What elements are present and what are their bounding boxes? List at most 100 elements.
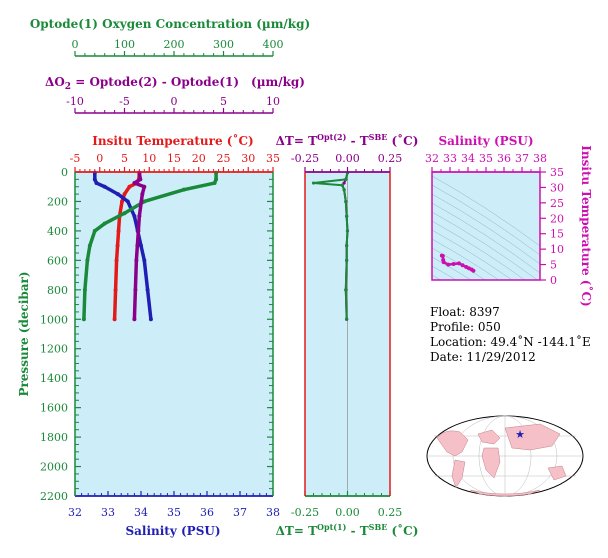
delta-t-series bbox=[311, 171, 350, 321]
point-salinity_bottom bbox=[115, 192, 120, 197]
ts-salinity-tick-label: 38 bbox=[533, 152, 547, 165]
temperature-tick-label: 20 bbox=[192, 152, 206, 165]
ts-panel: Salinity (PSU) Insitu Temperature (˚C) 3… bbox=[425, 134, 594, 307]
point-dt_top bbox=[342, 181, 346, 185]
salinity-tick-label: 32 bbox=[68, 506, 82, 519]
delta-o2-tick-label: -10 bbox=[66, 95, 84, 108]
ts-salinity-label: Salinity (PSU) bbox=[438, 134, 533, 148]
point-delta_o2 bbox=[134, 258, 139, 263]
point-dt_bottom bbox=[344, 177, 348, 181]
temperature-tick-label: 15 bbox=[167, 152, 181, 165]
point-delta_o2 bbox=[136, 228, 141, 233]
point-temperature bbox=[127, 184, 132, 189]
temperature-tick-label: 0 bbox=[96, 152, 103, 165]
info-float: Float: 8397 bbox=[430, 305, 500, 319]
pressure-tick-label: 1800 bbox=[40, 431, 68, 444]
point-delta_o2 bbox=[139, 199, 144, 204]
ts-salinity-tick-label: 34 bbox=[461, 152, 475, 165]
oxygen-axis-label: Optode(1) Oxygen Concentration (µm/kg) bbox=[30, 17, 310, 31]
point-salinity_bottom bbox=[145, 287, 150, 292]
salinity-axis-label: Salinity (PSU) bbox=[125, 524, 220, 538]
point-temperature bbox=[115, 243, 120, 248]
map-land-asia bbox=[504, 423, 561, 451]
point-ts bbox=[446, 262, 451, 267]
dt-top-tick-label: -0.25 bbox=[291, 152, 319, 165]
delta-o2-tick-label: 10 bbox=[266, 95, 280, 108]
ts-panel-bg bbox=[432, 172, 540, 280]
float-location-marker: ★ bbox=[515, 428, 525, 441]
salinity-tick-label: 37 bbox=[233, 506, 247, 519]
pressure-tick-label: 0 bbox=[61, 166, 68, 179]
point-temperature bbox=[112, 317, 117, 322]
pressure-tick-label: 400 bbox=[47, 225, 68, 238]
ts-temperature-tick-label: 20 bbox=[550, 212, 564, 225]
point-delta_o2 bbox=[132, 181, 137, 186]
dt-bot-pre: ΔT= T bbox=[276, 524, 317, 538]
ts-salinity-tick-label: 37 bbox=[515, 152, 529, 165]
oxygen-tick-label: 300 bbox=[213, 38, 234, 51]
delta-o2-axis: ΔO2 = Optode(2) - Optode(1) (µm/kg) -10 -5… bbox=[45, 75, 305, 114]
oxygen-axis: Optode(1) Oxygen Concentration (µm/kg) 0… bbox=[30, 17, 310, 57]
temperature-tick-label: 25 bbox=[217, 152, 231, 165]
ts-salinity-tick-label: 32 bbox=[425, 152, 439, 165]
point-dt_bottom bbox=[345, 229, 350, 233]
point-ts bbox=[471, 268, 476, 273]
point-delta_o2 bbox=[132, 317, 137, 322]
dt-top-post: (˚C) bbox=[387, 133, 418, 148]
ts-density-contours bbox=[432, 175, 540, 280]
point-ts bbox=[457, 261, 461, 266]
map-land-europe bbox=[477, 429, 501, 445]
point-ts bbox=[441, 260, 446, 265]
dt-bottom-tick-label: 0.00 bbox=[335, 506, 360, 519]
point-delta_o2 bbox=[135, 243, 140, 248]
info-profile: Profile: 050 bbox=[430, 320, 501, 334]
point-salinity_bottom bbox=[102, 184, 107, 189]
point-delta_o2 bbox=[140, 192, 145, 197]
delta-o2-tick-label: 5 bbox=[220, 95, 227, 108]
dt-bot-post: (˚C) bbox=[387, 523, 418, 538]
point-oxygen bbox=[212, 181, 217, 186]
map-land-australia bbox=[547, 465, 567, 481]
delta-t-top-label: ΔT= TOpt(2) - TSBE (˚C) bbox=[276, 132, 419, 148]
point-ts bbox=[451, 261, 456, 266]
point-salinity_bottom bbox=[92, 177, 97, 182]
ts-temperature-tick-label: 10 bbox=[550, 243, 564, 256]
profile-series bbox=[81, 170, 219, 322]
temperature-tick-label: 30 bbox=[241, 152, 255, 165]
salinity-tick-label: 34 bbox=[134, 506, 148, 519]
delta-o2-axis-label: ΔO2 = Optode(2) - Optode(1) (µm/kg) bbox=[45, 75, 305, 92]
point-delta_o2 bbox=[138, 177, 143, 182]
salinity-tick-label: 33 bbox=[101, 506, 115, 519]
point-dt_bottom bbox=[311, 181, 316, 185]
point-temperature bbox=[120, 199, 125, 204]
temperature-tick-label: 5 bbox=[121, 152, 128, 165]
temperature-axis-ticks: -5 0 5 10 15 20 25 30 35 bbox=[70, 152, 280, 173]
point-oxygen bbox=[122, 211, 127, 216]
point-salinity_bottom bbox=[139, 243, 143, 248]
temperature-axis-label: Insitu Temperature (˚C) bbox=[92, 133, 253, 148]
map-land-antarctica bbox=[469, 489, 541, 497]
point-oxygen bbox=[85, 258, 90, 263]
ts-temperature-tick-label: 15 bbox=[550, 228, 564, 241]
delta-o2-label-prefix: ΔO bbox=[45, 75, 65, 89]
pressure-tick-label: 1000 bbox=[40, 313, 68, 326]
oxygen-tick-label: 100 bbox=[114, 38, 135, 51]
profile-panel-bg bbox=[75, 172, 273, 496]
ts-temperature-tick-label: 35 bbox=[550, 166, 564, 179]
oxygen-tick-label: 200 bbox=[164, 38, 185, 51]
delta-o2-label-rest: = Optode(2) - Optode(1) bbox=[71, 75, 239, 89]
info-block: Float: 8397 Profile: 050 Location: 49.4˚… bbox=[430, 305, 591, 364]
ts-salinity-tick-label: 36 bbox=[497, 152, 511, 165]
point-salinity_bottom bbox=[142, 258, 147, 263]
oxygen-axis-ticks: 0 100 200 300 400 bbox=[72, 38, 284, 57]
point-salinity_bottom bbox=[125, 199, 130, 204]
oxygen-tick-label: 400 bbox=[263, 38, 284, 51]
point-dt_bottom bbox=[344, 288, 348, 292]
point-dt_bottom bbox=[340, 183, 344, 187]
point-oxygen bbox=[181, 187, 186, 192]
temperature-tick-label: 10 bbox=[142, 152, 156, 165]
point-delta_o2 bbox=[137, 214, 142, 219]
ts-salinity-tick-label: 33 bbox=[443, 152, 457, 165]
point-oxygen bbox=[92, 228, 97, 233]
